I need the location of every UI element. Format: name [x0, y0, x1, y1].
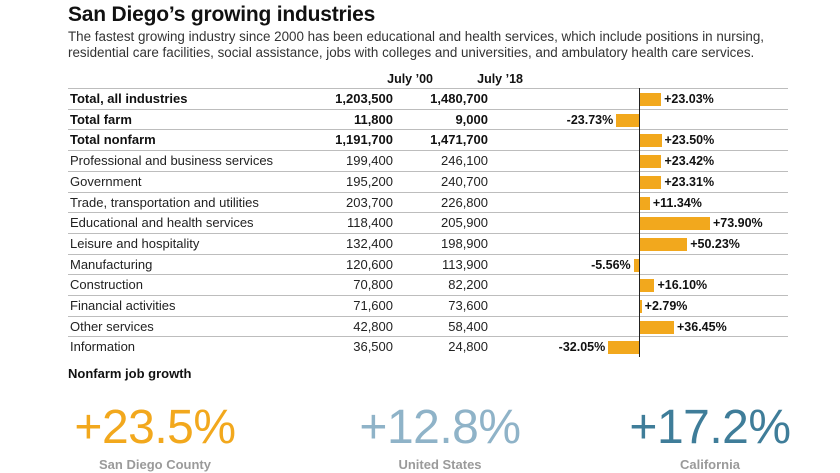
change-bar [616, 113, 639, 127]
growth-label-california: California [680, 457, 740, 472]
growth-value-san-diego: +23.5% [74, 401, 236, 454]
value-july-00: 11,800 [353, 111, 393, 127]
value-july-18: 205,900 [441, 215, 488, 231]
row-label: Educational and health services [70, 215, 254, 231]
growth-heading: Nonfarm job growth [68, 366, 192, 381]
change-label: +11.34% [652, 195, 702, 210]
table-row: Professional and business services 199,40… [68, 150, 788, 171]
row-label: Trade, transportation and utilities [70, 194, 259, 210]
change-label: +23.31% [664, 174, 715, 189]
value-july-18: 73,600 [448, 298, 488, 313]
row-label: Total farm [70, 111, 132, 127]
column-header-july-18: July ’18 [477, 72, 523, 86]
growth-label-united-states: United States [398, 457, 482, 472]
row-label: Total, all industries [70, 91, 188, 106]
value-july-18: 226,800 [441, 194, 488, 210]
value-july-00: 42,800 [353, 318, 393, 334]
table-row: Total nonfarm 1,191,700 1,471,700 +23.50% [68, 129, 788, 150]
row-label: Financial activities [70, 298, 176, 313]
table-row: Total farm 11,800 9,000 -23.73% [68, 108, 788, 130]
row-label: Government [70, 173, 142, 189]
value-july-00: 1,203,500 [335, 91, 393, 106]
change-bar [639, 320, 674, 334]
value-july-18: 198,900 [441, 235, 488, 251]
change-label: +23.42% [664, 154, 715, 169]
value-july-18: 58,400 [448, 318, 488, 334]
value-july-00: 1,191,700 [335, 132, 393, 148]
change-label: +23.50% [664, 133, 715, 148]
chart-title: San Diego’s growing industries [68, 3, 376, 26]
change-bar [639, 279, 655, 293]
change-bar [608, 341, 639, 355]
value-july-18: 9,000 [455, 111, 488, 127]
value-july-00: 70,800 [353, 277, 393, 293]
table-row: Construction 70,800 82,200 +16.10% [68, 274, 788, 295]
value-july-00: 132,400 [346, 235, 393, 251]
change-label: +36.45% [676, 319, 727, 334]
value-july-18: 246,100 [441, 153, 488, 169]
growth-value-united-states: +12.8% [359, 401, 521, 454]
value-july-18: 1,480,700 [430, 91, 488, 106]
row-label: Professional and business services [70, 153, 274, 169]
change-label: +2.79% [644, 299, 688, 313]
growth-value-california: +17.2% [629, 401, 791, 454]
value-july-18: 82,200 [448, 277, 488, 293]
change-bar [639, 134, 662, 148]
value-july-00: 195,200 [346, 173, 393, 189]
change-bar [639, 196, 650, 210]
row-label: Leisure and hospitality [70, 235, 200, 251]
table-row: Total, all industries 1,203,500 1,480,700 +… [68, 88, 788, 109]
change-bar [639, 217, 710, 231]
table-row: Educational and health services 118,400 20… [68, 212, 788, 233]
change-label: -5.56% [591, 257, 631, 272]
value-july-18: 1,471,700 [430, 132, 488, 148]
change-bar [639, 155, 662, 169]
value-july-18: 113,900 [441, 256, 488, 272]
change-label: +16.10% [657, 278, 708, 293]
value-july-00: 199,400 [346, 153, 393, 169]
row-label: Other services [70, 318, 154, 334]
change-bar [639, 237, 688, 251]
change-zero-axis [639, 88, 640, 358]
table-row: Other services 42,800 58,400 +36.45% [68, 315, 788, 337]
table-row: Financial activities 71,600 73,600 +2.79% [68, 295, 788, 316]
change-label: -23.73% [566, 112, 614, 127]
table-row: Trade, transportation and utilities 203,7… [68, 191, 788, 213]
table-row: Manufacturing 120,600 113,900 -5.56% [68, 253, 788, 275]
table-row: Leisure and hospitality 132,400 198,900 +50… [68, 232, 788, 254]
change-bar [633, 258, 639, 272]
growth-label-san-diego: San Diego County [99, 457, 211, 472]
table-row: Government 195,200 240,700 +23.31% [68, 170, 788, 192]
value-july-00: 120,600 [346, 256, 393, 272]
value-july-18: 24,800 [448, 339, 488, 355]
column-header-july-00: July ’00 [387, 72, 433, 86]
change-bar [639, 300, 642, 313]
value-july-00: 203,700 [346, 194, 393, 210]
change-bar [639, 175, 662, 189]
row-label: Construction [70, 277, 143, 293]
row-label: Total nonfarm [70, 132, 156, 148]
change-label: -32.05% [558, 340, 606, 355]
change-label: +73.90% [712, 216, 763, 231]
row-label: Manufacturing [70, 256, 153, 272]
change-label: +50.23% [690, 236, 740, 251]
row-label: Information [70, 339, 136, 355]
table-row: Information 36,500 24,800 -32.05% [68, 336, 788, 357]
chart-subtitle: The fastest growing industry since 2000 … [68, 29, 764, 60]
value-july-00: 118,400 [346, 215, 393, 231]
change-bar [639, 93, 662, 106]
value-july-00: 71,600 [353, 298, 393, 313]
value-july-18: 240,700 [441, 173, 488, 189]
change-label: +23.03% [664, 92, 714, 106]
value-july-00: 36,500 [353, 339, 393, 355]
